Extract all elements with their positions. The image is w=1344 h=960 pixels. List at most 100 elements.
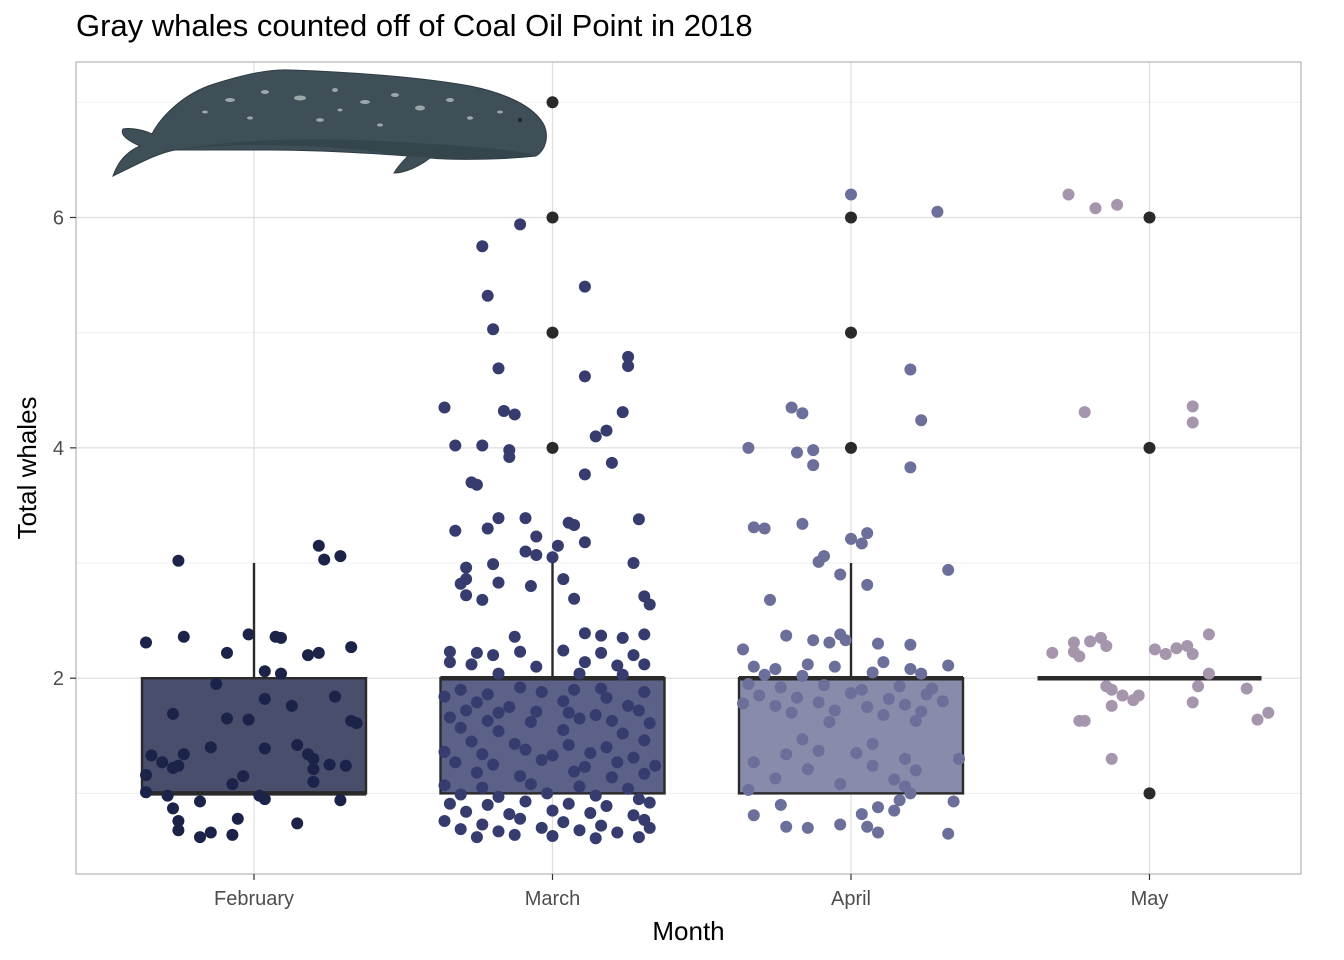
data-point [753,689,766,702]
data-point [221,646,233,659]
data-point [329,690,341,703]
data-point [801,658,814,671]
data-point [573,780,586,793]
data-point [140,786,152,799]
jitter-march [438,112,662,845]
data-point [226,778,239,791]
data-point [492,790,505,803]
data-point [557,573,570,586]
data-point [438,815,451,828]
data-point [834,568,847,581]
data-point [616,668,629,681]
data-point [888,804,901,817]
data-point [350,717,363,730]
data-point [638,686,651,699]
data-point [578,760,591,773]
data-point [454,721,467,734]
data-point [904,787,917,800]
data-point [449,439,462,452]
data-point [443,645,456,658]
data-point [605,714,618,727]
data-point [258,665,271,678]
data-point [632,831,645,844]
jitter-may [1046,188,1275,765]
data-point [872,826,884,839]
data-point [747,521,760,534]
data-point [796,407,809,420]
data-point [605,456,618,469]
data-point [764,593,776,606]
data-point [487,558,500,571]
data-point [454,683,467,696]
data-point [334,550,347,563]
data-point [514,218,527,231]
data-point [465,658,478,671]
data-point [611,659,624,672]
data-point [584,806,597,819]
data-point [460,589,473,602]
data-point [275,667,287,680]
data-point [872,637,884,650]
data-point [460,561,473,574]
data-point [758,668,771,681]
data-point [1186,696,1199,709]
data-point [812,696,825,709]
jitter-february [140,539,363,844]
data-point [557,695,570,708]
data-point [774,798,787,811]
data-point [573,667,586,680]
data-point [796,517,809,530]
outlier-point [845,441,857,454]
data-point [1105,699,1118,712]
outlier-point [845,211,857,224]
data-point [796,733,809,746]
data-point [302,649,314,662]
data-point [627,649,640,662]
data-point [1186,648,1199,661]
data-point [1105,752,1118,765]
data-point [1186,416,1199,429]
data-point [508,828,521,841]
panel-border [75,61,1302,875]
data-point [497,404,510,417]
axes: 2 4 6 February March April May Month Total whale… [12,207,1168,946]
data-point [476,781,489,794]
data-point [904,638,917,651]
data-point [942,827,955,840]
data-point [503,700,516,713]
box-may [1037,211,1262,800]
data-point [893,794,906,807]
data-point [899,698,911,711]
data-point [758,522,771,535]
outlier-point [1143,787,1156,800]
data-point [785,706,798,719]
data-point [915,705,928,718]
data-point [177,630,190,643]
jitter-points [140,112,1275,845]
data-point [616,406,629,419]
data-point [568,592,581,605]
data-point [492,725,505,738]
data-point [156,756,169,769]
data-point [307,752,320,765]
data-point [888,773,901,786]
data-point [167,802,179,815]
data-point [177,748,190,761]
data-point [578,627,591,640]
data-point [611,826,624,839]
data-point [339,759,352,772]
data-point [508,408,521,421]
data-point [345,641,358,654]
data-point [194,831,206,844]
data-point [204,826,217,839]
data-point [492,667,505,680]
data-point [562,739,575,752]
data-point [812,744,825,757]
data-point [492,706,505,719]
data-point [1148,643,1161,656]
data-point [530,530,543,543]
data-point [643,598,656,611]
data-point [785,401,798,414]
data-point [1170,642,1183,655]
